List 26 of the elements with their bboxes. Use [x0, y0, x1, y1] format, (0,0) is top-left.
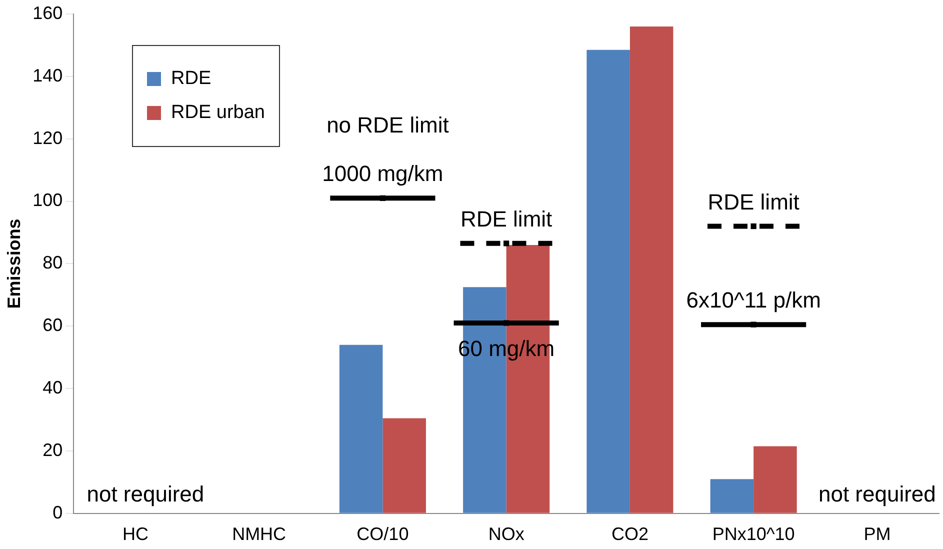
- annotation: 1000 mg/km: [322, 161, 444, 186]
- y-tick-label: 20: [42, 440, 63, 460]
- annotation: RDE limit: [708, 189, 800, 214]
- y-tick-label: 160: [32, 2, 63, 23]
- annotation: not required: [86, 481, 204, 506]
- y-axis-title: Emissions: [4, 218, 24, 309]
- y-tick-label: 120: [32, 128, 63, 148]
- y-tick-label: 100: [32, 190, 63, 210]
- annotation: 6x10^11 p/km: [686, 288, 821, 313]
- x-tick-label: NMHC: [232, 524, 286, 544]
- y-tick-label: 140: [32, 65, 63, 86]
- x-tick-label: NOx: [488, 524, 524, 544]
- x-tick-label: CO2: [611, 524, 648, 544]
- legend-label: RDE: [171, 68, 212, 90]
- annotation: no RDE limit: [326, 112, 449, 138]
- legend-label: RDE urban: [171, 102, 265, 124]
- annotation: not required: [818, 481, 936, 506]
- y-tick-label: 60: [42, 315, 63, 336]
- x-tick-label: PM: [864, 524, 891, 544]
- y-tick-label: 0: [52, 502, 63, 522]
- x-tick-label: PNx10^10: [712, 524, 795, 544]
- y-tick-label: 40: [42, 378, 63, 398]
- x-tick-label: CO/10: [356, 524, 409, 544]
- x-tick-label: HC: [122, 524, 148, 544]
- y-tick-label: 80: [42, 252, 63, 273]
- annotation: RDE limit: [460, 206, 552, 232]
